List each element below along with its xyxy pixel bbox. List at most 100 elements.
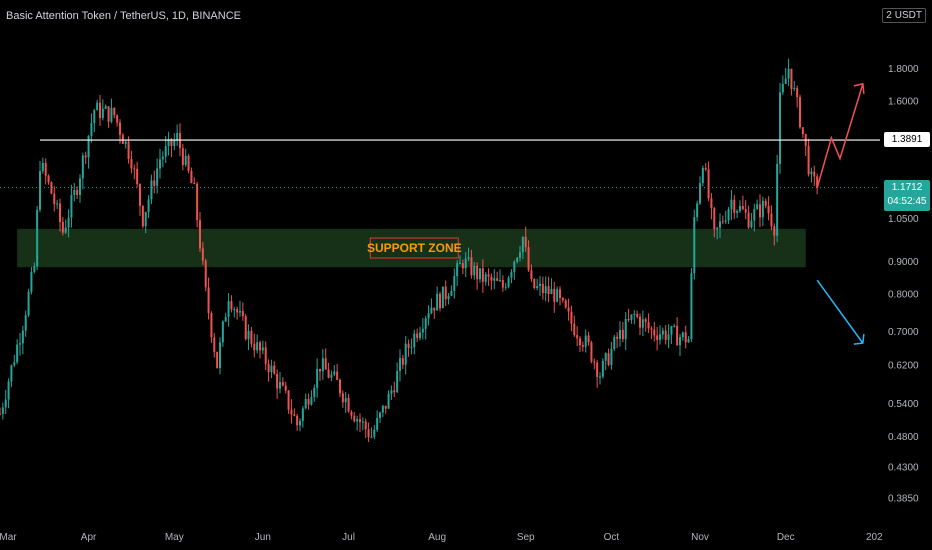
- time-tick-label: Oct: [604, 532, 620, 543]
- candle-body: [70, 194, 73, 218]
- candle-body: [301, 408, 304, 421]
- candle-body: [190, 171, 193, 184]
- time-tick-label: Jun: [255, 532, 271, 543]
- candle-body: [319, 368, 321, 372]
- candle-body: [16, 344, 19, 363]
- candle-body: [676, 325, 679, 346]
- candle-body: [633, 313, 636, 315]
- candle-body: [7, 381, 10, 400]
- candle-body: [296, 415, 299, 426]
- candle-body: [287, 390, 290, 410]
- candle-body: [159, 159, 161, 169]
- time-axis[interactable]: Mar Apr May Jun Jul Aug Sep Oct Nov Dec 202: [0, 532, 883, 543]
- candle-body: [807, 145, 810, 175]
- candle-body: [530, 270, 533, 279]
- candle-body: [550, 288, 553, 295]
- candle-body: [247, 330, 250, 340]
- candle-body: [576, 335, 579, 339]
- candle-body: [39, 171, 41, 210]
- candle-body: [361, 421, 364, 423]
- candle-body: [136, 168, 139, 185]
- bearish-projection-arrow: [816, 279, 864, 344]
- candle-body: [561, 298, 564, 301]
- candle-body: [259, 342, 261, 351]
- candle-body: [350, 411, 353, 416]
- candle-body: [796, 88, 799, 98]
- candle-body: [147, 199, 150, 212]
- candle-body: [367, 429, 370, 438]
- candle-body: [167, 138, 170, 147]
- candle-body: [410, 347, 413, 349]
- candle-body: [204, 260, 207, 288]
- candle-body: [419, 332, 421, 338]
- candle-body: [753, 209, 756, 221]
- price-tick-label: 1.6000: [888, 97, 919, 108]
- candle-body: [50, 182, 53, 194]
- candle-body: [353, 415, 356, 422]
- candle-body: [279, 382, 281, 389]
- candle-body: [113, 107, 116, 116]
- candle-body: [150, 180, 153, 200]
- candle-body: [241, 311, 244, 317]
- price-tick-label: 0.7000: [888, 327, 919, 338]
- time-tick-label: Sep: [517, 532, 535, 543]
- candle-body: [476, 265, 479, 280]
- candle-body: [564, 300, 567, 308]
- candle-body: [679, 337, 681, 346]
- candle-body: [436, 293, 439, 311]
- candle-body: [607, 353, 610, 365]
- candle-body: [324, 358, 327, 370]
- candle-body: [441, 286, 444, 309]
- candle-body: [67, 217, 70, 228]
- price-scale-currency-button[interactable]: 2 USDT: [882, 8, 926, 23]
- candle-body: [816, 176, 819, 188]
- candle-body: [430, 307, 433, 314]
- candle-body: [76, 189, 79, 195]
- candle-body: [141, 205, 144, 227]
- candle-body: [227, 301, 230, 317]
- candle-body: [193, 183, 196, 185]
- candle-body: [636, 313, 639, 317]
- candle-body: [639, 316, 641, 328]
- candle-body: [667, 334, 670, 340]
- candle-body: [733, 199, 736, 213]
- candle-body: [773, 226, 776, 236]
- candle-body: [376, 417, 379, 430]
- candle-body: [384, 405, 387, 409]
- candle-body: [499, 280, 501, 282]
- candle-body: [501, 280, 504, 288]
- candle-body: [393, 390, 396, 393]
- candle-body: [604, 353, 607, 361]
- candle-body: [727, 209, 730, 221]
- symbol-title[interactable]: Basic Attention Token / TetherUS, 1D, BI…: [6, 10, 241, 22]
- candle-body: [519, 252, 521, 258]
- candle-body: [813, 171, 816, 177]
- candle-body: [176, 133, 179, 141]
- candle-body: [721, 221, 724, 223]
- candle-body: [690, 273, 693, 340]
- candle-body: [427, 313, 430, 319]
- candle-body: [790, 68, 793, 90]
- candle-body: [401, 358, 404, 365]
- price-axis[interactable]: 1.8000 1.6000 1.0500 0.9000 0.8000 0.7000 0.62…: [888, 64, 919, 504]
- candle-body: [121, 134, 124, 144]
- candle-body: [101, 108, 104, 118]
- candle-body: [767, 205, 770, 214]
- candle-body: [579, 338, 581, 346]
- candle-body: [33, 266, 36, 272]
- candle-body: [744, 209, 747, 213]
- candle-body: [36, 209, 39, 267]
- candle-body: [450, 290, 453, 296]
- candle-body: [493, 278, 496, 281]
- current-price-value: 1.1712: [891, 181, 923, 193]
- candle-body: [447, 295, 450, 300]
- candle-body: [256, 342, 259, 351]
- candle-body: [593, 361, 596, 363]
- candle-body: [467, 257, 470, 259]
- candle-body: [199, 220, 201, 249]
- candle-body: [687, 339, 690, 343]
- price-tick-label: 0.6200: [888, 361, 919, 372]
- time-tick-label: Apr: [81, 532, 97, 543]
- candle-body: [599, 376, 601, 378]
